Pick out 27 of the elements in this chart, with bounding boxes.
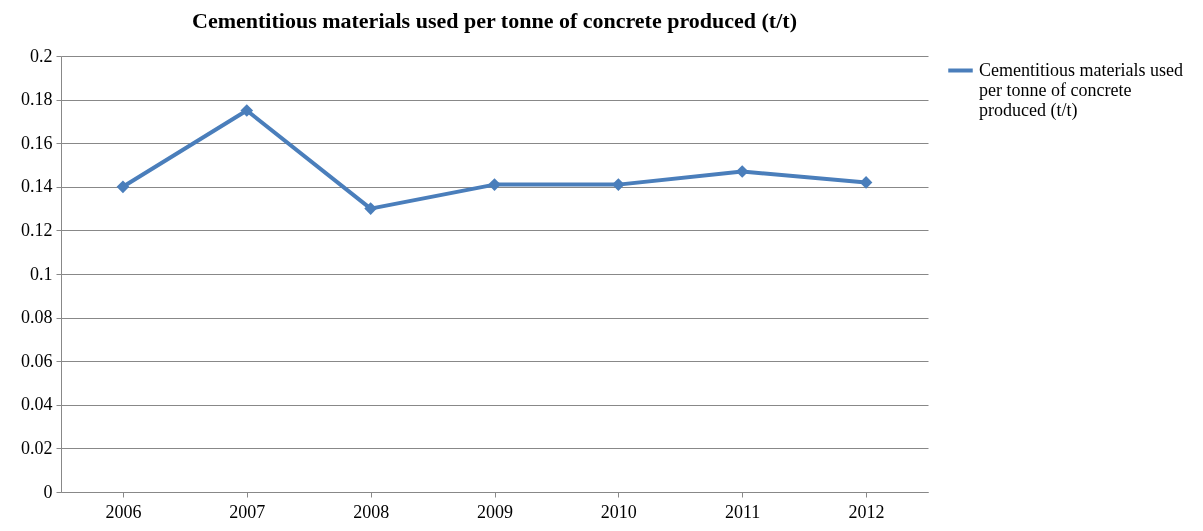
point [240, 104, 254, 117]
y-tick-label: 0.02 [21, 437, 53, 458]
x-tick-label: 2009 [477, 501, 513, 522]
y-tick-label: 0.16 [21, 132, 53, 153]
point [859, 176, 873, 189]
point [364, 202, 377, 215]
point [488, 178, 501, 191]
chart-title: Cementitious materials used per tonne of concrete produced (t/t) [192, 8, 797, 33]
point [735, 165, 749, 178]
point [612, 178, 625, 191]
y-tick-label: 0.14 [21, 176, 53, 197]
y-tick-label: 0.08 [21, 307, 53, 328]
y-tick-label: 0.18 [21, 89, 53, 110]
x-tick-label: 2008 [353, 501, 390, 522]
y-tick-label: 0.04 [21, 394, 53, 415]
point [116, 180, 130, 194]
x-tick-label: 2007 [229, 501, 266, 522]
legend-label: Cementitious materials used per tonne of concrete produced (t/t) [979, 59, 1183, 121]
y-tick-label: 0 [43, 481, 53, 502]
y-tick-label: 0.2 [30, 45, 53, 66]
y-tick-label: 0.06 [21, 350, 53, 371]
y-tick-label: 0.1 [30, 263, 53, 284]
x-tick-label: 2012 [848, 501, 885, 522]
x-tick-label: 2010 [600, 501, 637, 522]
y-tick-label: 0.12 [21, 219, 53, 240]
x-tick-label: 2011 [725, 501, 761, 522]
x-tick-label: 2006 [105, 501, 142, 522]
